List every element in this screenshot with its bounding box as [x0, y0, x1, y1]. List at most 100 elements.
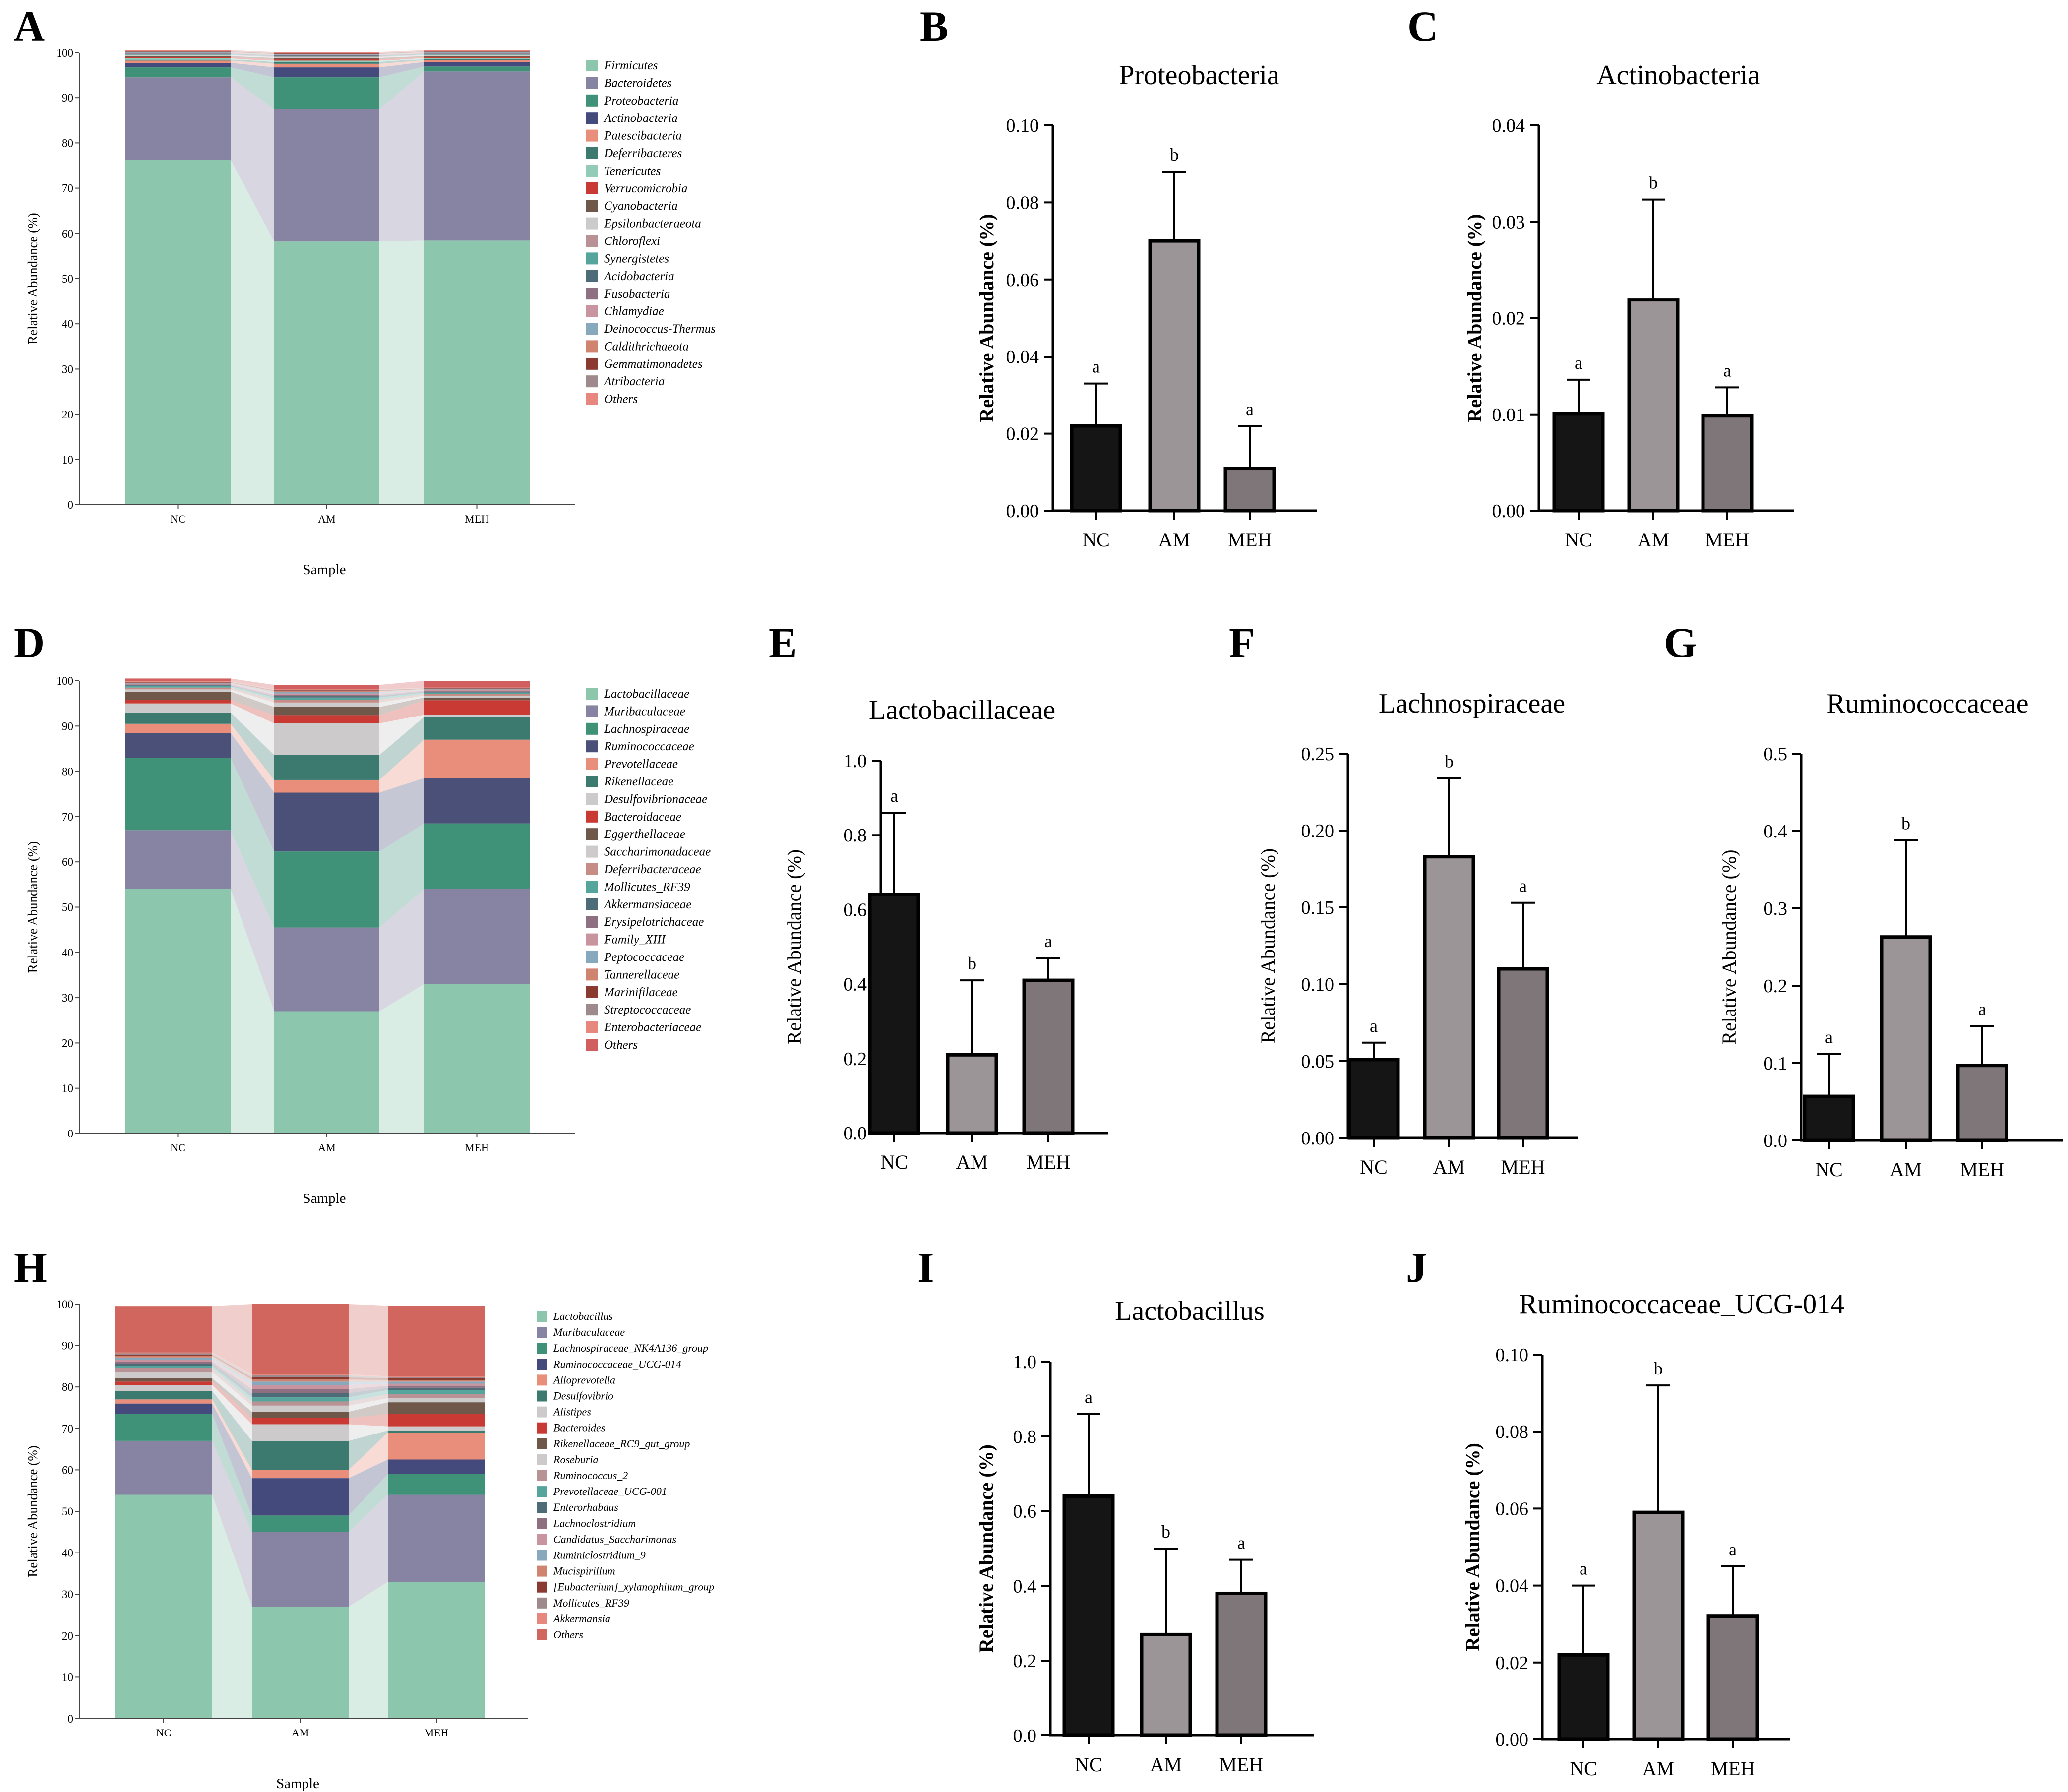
panel-letter-g: G — [1664, 619, 1697, 666]
x-tick-label-nc: NC — [170, 513, 185, 525]
flow-band-marinifilaceae — [379, 688, 424, 691]
bar-am — [1148, 239, 1201, 513]
y-tick-label: 0.06 — [1006, 270, 1039, 291]
y-tick-label: 0.08 — [1006, 192, 1039, 213]
y-axis-title: Relative Abundance (%) — [25, 841, 40, 973]
legend-label-akkermansia: Akkermansia — [552, 1613, 610, 1625]
stack-segment-enterobacteriaceae-nc — [125, 681, 231, 682]
bar-am — [1880, 935, 1932, 1142]
legend-label-alloprevotella: Alloprevotella — [552, 1374, 615, 1386]
x-axis-title: Sample — [303, 1191, 346, 1206]
stack-segment-ruminococcaceae-ucg-014-nc — [115, 1403, 212, 1414]
legend-label-desulfovibrionaceae: Desulfovibrionaceae — [604, 792, 707, 806]
panel-letter-d: D — [14, 619, 45, 666]
y-tick-label: 0.01 — [1492, 405, 1525, 425]
stack-segment-others-nc — [125, 50, 231, 51]
flow-band-roseburia — [212, 1372, 252, 1412]
chart-title: Ruminococcaceae_UCG-014 — [1519, 1289, 1844, 1319]
legend-swatch-acidobacteria — [586, 270, 598, 282]
legend-swatch-streptococcaceae — [586, 1004, 598, 1016]
stack-segment-patescibacteria-nc — [125, 60, 231, 63]
legend-label-verrucomicrobia: Verrucomicrobia — [604, 182, 688, 195]
legend-swatch-fusobacteria — [586, 288, 598, 300]
stack-segment-akkermansia-nc — [115, 1352, 212, 1354]
stack-segment-patescibacteria-meh — [424, 60, 530, 62]
significance-letter-nc: a — [890, 786, 898, 806]
flow-band-desulfovibrionaceae — [231, 703, 274, 755]
stack-segment-ruminococcus-2-am — [252, 1401, 349, 1406]
legend-swatch-others — [586, 393, 598, 405]
stack-segment-deferribacteres-meh — [424, 59, 530, 60]
stack-segment-epsilonbacteraeota-nc — [125, 55, 231, 56]
flow-band-eggerthellaceae — [379, 697, 424, 716]
stack-segment-erysipelotrichaceae-nc — [125, 684, 231, 686]
y-tick-label: 0.03 — [1492, 212, 1525, 233]
stack-segment-actinobacteria-meh — [424, 62, 530, 67]
legend-label-others: Others — [553, 1628, 583, 1641]
legend-label-deferribacteres: Deferribacteres — [604, 147, 682, 160]
chart-title: Lactobacillus — [1115, 1296, 1265, 1326]
flow-band-ruminococcaceae — [231, 732, 274, 852]
stack-segment-ruminococcus-2-nc — [115, 1368, 212, 1373]
stack-segment-verrucomicrobia-nc — [125, 57, 231, 58]
legend-swatch-bacteroidaceae — [586, 810, 598, 823]
legend-label-lachnoclostridium: Lachnoclostridium — [553, 1517, 636, 1529]
legend-swatch-erysipelotrichaceae — [586, 916, 598, 928]
x-tick-label-meh: MEH — [1219, 1753, 1264, 1776]
stack-segment-streptococcaceae-meh — [424, 688, 530, 689]
stacked-flow-bands — [212, 1304, 388, 1719]
flow-band-desulfovibrionaceae — [379, 715, 424, 755]
stack-segment-others-nc — [115, 1306, 212, 1353]
y-tick-label: 0.04 — [1492, 116, 1525, 136]
stack-segment-ruminiclostridium-9-meh — [388, 1381, 485, 1384]
stack-segment-ruminococcaceae-am — [274, 792, 379, 852]
stack-segment-alloprevotella-nc — [115, 1399, 212, 1404]
stack-segment-eggerthellaceae-meh — [424, 697, 530, 701]
stack-segment-acidobacteria-am — [274, 55, 379, 56]
chart-family-composition: 0 10 20 30 40 50 60 70 80 90 100 NC AM MEH Relative Ab… — [25, 675, 711, 1206]
flow-band-rikenellaceae — [379, 717, 424, 780]
y-tick-label: 1.0 — [844, 751, 867, 772]
flow-band-prevotellaceae-ucg-001 — [212, 1366, 252, 1402]
y-tick-label: 40 — [62, 318, 73, 330]
y-tick-label: 80 — [62, 766, 73, 778]
stack-segment-lachnospiraceae-nk4a136-group-meh — [388, 1474, 485, 1495]
y-tick-label: 70 — [62, 1423, 73, 1435]
stack-segment-saccharimonadaceae-meh — [424, 696, 530, 698]
flow-band-prevotellaceae — [379, 739, 424, 793]
x-tick-label-am: AM — [1158, 529, 1190, 551]
legend-swatch-others — [537, 1629, 547, 1640]
stack-segment-prevotellaceae-meh — [424, 739, 530, 778]
stack-segment-others-meh — [388, 1306, 485, 1376]
y-axis-title: Relative Abundance (%) — [1463, 214, 1486, 422]
stack-segment-enterorhabdus-meh — [388, 1387, 485, 1390]
significance-letter-meh: a — [1044, 931, 1052, 951]
x-axis-title: Sample — [303, 562, 346, 578]
flow-band-proteobacteria — [231, 67, 274, 109]
flow-band-mucispirillum — [212, 1356, 252, 1382]
x-tick-label-meh: MEH — [465, 513, 489, 525]
stack-segment-alistipes-nc — [115, 1385, 212, 1391]
x-tick-label-nc: NC — [1570, 1757, 1597, 1780]
legend-label-candidatus-saccharimonas: Candidatus_Saccharimonas — [553, 1533, 676, 1545]
stack-segment-mollicutes-rf39-nc — [125, 686, 231, 688]
flow-band-others — [379, 50, 424, 53]
stack-segment-enterorhabdus-nc — [115, 1364, 212, 1366]
stacked-flow-bands — [231, 678, 424, 1134]
flow-band-actinobacteria — [379, 62, 424, 78]
y-tick-label: 0.08 — [1496, 1422, 1529, 1442]
panel-letter-a: A — [14, 2, 45, 50]
x-tick-label-am: AM — [1890, 1158, 1922, 1181]
panel-letter-j: J — [1406, 1244, 1427, 1291]
stack-segment-desulfovibrio-meh — [388, 1430, 485, 1433]
stack-segment-lachnospiraceae-nk4a136-group-nc — [115, 1414, 212, 1441]
flow-band-lactobacillaceae — [231, 889, 274, 1134]
legend-swatch-prevotellaceae — [586, 758, 598, 770]
flow-band-lachnospiraceae-nk4a136-group — [349, 1474, 388, 1532]
stack-segment-ruminococcaceae-ucg-014-meh — [388, 1459, 485, 1474]
legend-swatch-eubacterium-xylanophilum-group — [537, 1581, 547, 1593]
x-tick-label-am: AM — [1433, 1156, 1465, 1178]
legend-label-bacteroidaceae: Bacteroidaceae — [604, 810, 681, 824]
legend-label-bacteroidetes: Bacteroidetes — [604, 76, 672, 90]
legend-swatch-lactobacillus — [537, 1311, 547, 1322]
